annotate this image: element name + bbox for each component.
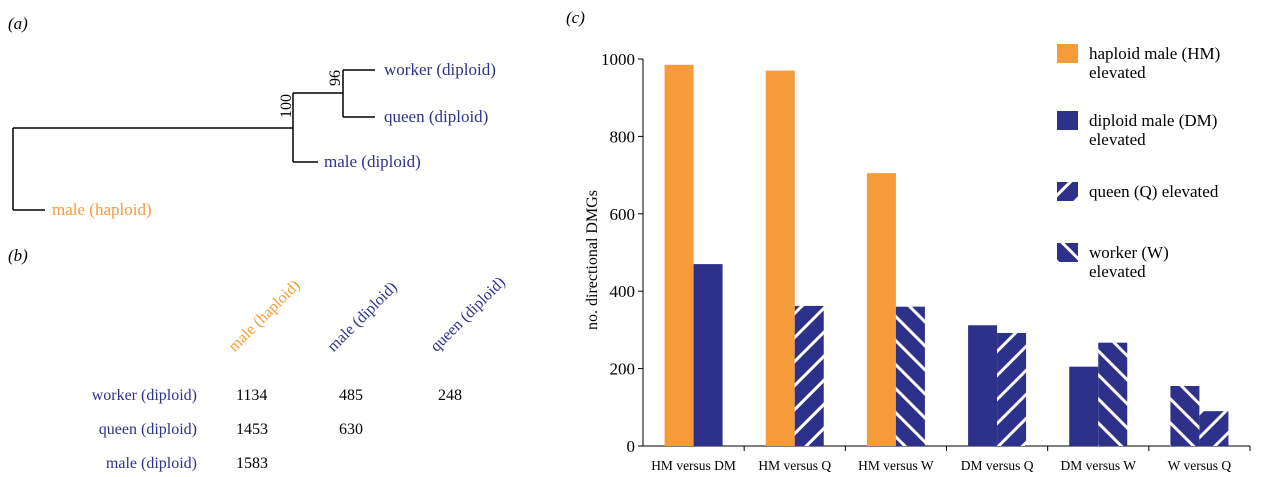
matrix-cell: 248 bbox=[438, 387, 462, 404]
legend-swatch-hm bbox=[1057, 44, 1078, 63]
bar-q bbox=[794, 305, 824, 446]
bar-hm bbox=[765, 70, 795, 447]
y-tick-label: 200 bbox=[610, 360, 636, 379]
tree-leaf-queen: queen (diploid) bbox=[384, 107, 489, 126]
legend-label-hm: haploid male (HM) bbox=[1089, 44, 1220, 63]
matrix-row-label-worker: worker (diploid) bbox=[91, 387, 197, 404]
x-tick-label: HM versus W bbox=[858, 458, 934, 473]
y-tick-label: 800 bbox=[610, 127, 636, 146]
matrix-cell: 630 bbox=[339, 421, 363, 438]
bar-hm bbox=[664, 64, 694, 447]
tree-leaf-male-diploid: male (diploid) bbox=[324, 152, 421, 171]
panel-label-a: (a) bbox=[8, 14, 28, 33]
y-tick-label: 400 bbox=[610, 282, 636, 301]
legend-label-q: queen (Q) elevated bbox=[1089, 182, 1219, 201]
matrix-cell: 485 bbox=[339, 387, 363, 404]
matrix-cell: 1134 bbox=[236, 387, 268, 404]
tree-leaf-worker: worker (diploid) bbox=[384, 60, 496, 79]
bar-dm bbox=[693, 264, 723, 446]
matrix-cell: 1583 bbox=[236, 455, 268, 472]
bar-w bbox=[1098, 342, 1128, 446]
legend-swatch-q bbox=[1057, 182, 1078, 201]
bootstrap-100: 100 bbox=[278, 94, 295, 118]
bar-q bbox=[997, 332, 1027, 446]
matrix-row-label-queen: queen (diploid) bbox=[98, 421, 197, 438]
y-tick-label: 600 bbox=[610, 205, 636, 224]
y-axis-label: no. directional DMGs bbox=[584, 190, 601, 330]
x-tick-label: HM versus Q bbox=[758, 458, 831, 473]
y-tick-label: 0 bbox=[627, 437, 636, 456]
panel-label-c: (c) bbox=[566, 8, 585, 27]
legend-label-w: worker (W) bbox=[1089, 243, 1169, 262]
legend-label-w: elevated bbox=[1089, 262, 1146, 281]
bar-hm bbox=[866, 173, 896, 447]
matrix-row-label-male-diploid: male (diploid) bbox=[105, 455, 197, 472]
bar-w bbox=[1170, 386, 1200, 446]
bootstrap-96: 96 bbox=[327, 70, 344, 86]
bar-w bbox=[895, 306, 925, 446]
bar-q bbox=[1199, 411, 1229, 446]
x-tick-label: HM versus DM bbox=[651, 458, 736, 473]
x-tick-label: DM versus W bbox=[1061, 458, 1137, 473]
legend-label-dm: elevated bbox=[1089, 130, 1146, 149]
phylogenetic-tree: 100 96 bbox=[12, 69, 375, 211]
legend-swatch-dm bbox=[1057, 111, 1078, 130]
tree-leaf-male-haploid: male (haploid) bbox=[52, 200, 152, 219]
x-tick-label: DM versus Q bbox=[961, 458, 1034, 473]
bar-dm bbox=[1069, 366, 1099, 446]
legend-label-hm: elevated bbox=[1089, 63, 1146, 82]
matrix-cell: 1453 bbox=[236, 421, 268, 438]
x-tick-label: W versus Q bbox=[1168, 458, 1232, 473]
panel-label-b: (b) bbox=[8, 246, 28, 265]
y-tick-label: 1000 bbox=[601, 50, 635, 69]
legend-swatch-w bbox=[1057, 243, 1078, 262]
bar-dm bbox=[968, 325, 998, 446]
legend-label-dm: diploid male (DM) bbox=[1089, 111, 1217, 130]
